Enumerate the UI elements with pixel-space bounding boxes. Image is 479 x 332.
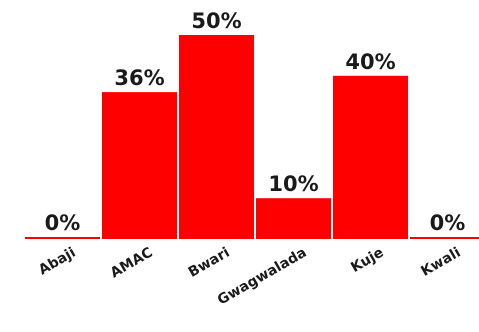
bar-amac (102, 92, 177, 240)
data-labels-group: 0% 36% 50% 10% 40% 0% (45, 9, 466, 235)
data-label-amac: 36% (114, 66, 164, 90)
x-tick-label-kwali: Kwali (418, 245, 463, 280)
data-label-abaji: 0% (45, 211, 81, 235)
data-label-kwali: 0% (430, 211, 466, 235)
x-tick-label-amac: AMAC (108, 245, 156, 282)
x-tick-label-bwari: Bwari (186, 245, 233, 281)
bar-bwari (179, 35, 254, 239)
data-label-bwari: 50% (191, 9, 241, 33)
bar-gwagwalada (256, 198, 331, 239)
bar-kuje (333, 75, 408, 239)
x-tick-label-kuje: Kuje (348, 245, 386, 276)
bar-kwali (410, 237, 479, 239)
bar-abaji (25, 237, 100, 239)
bars-group (25, 35, 479, 240)
x-tick-label-abaji: Abaji (36, 245, 79, 279)
data-label-gwagwalada: 10% (268, 172, 318, 196)
data-label-kuje: 40% (345, 50, 395, 74)
